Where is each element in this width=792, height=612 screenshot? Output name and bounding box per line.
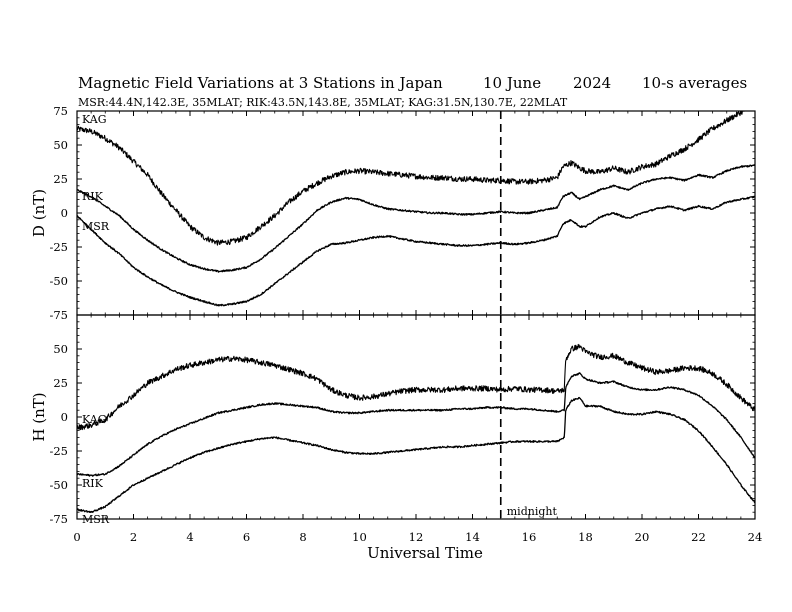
series-line-h-msr: [76, 396, 756, 513]
panels-layer: 75 50 25 0 -25 -50 -75 D (nT) KAG RIK MSR 50 25 0 -25 -…: [30, 104, 762, 544]
series-line-d-kag: [76, 110, 756, 246]
panel-frame-h: [76, 314, 756, 520]
y-tick-label-d: -50: [49, 274, 68, 288]
series-label-h-kag: KAG: [82, 413, 107, 426]
series-label-h-rik: RIK: [82, 477, 104, 490]
x-tick-label: 22: [691, 530, 706, 544]
y-tick-label-h: 25: [53, 376, 68, 390]
chart-averaging-note: 10-s averages: [642, 74, 747, 92]
series-line-d-rik: [76, 164, 756, 273]
x-tick-label: 8: [299, 530, 306, 544]
chart-year: 2024: [573, 74, 611, 92]
x-tick-label: 18: [578, 530, 593, 544]
series-label-d-kag: KAG: [82, 113, 107, 126]
x-tick-label: 20: [635, 530, 650, 544]
x-tick-label: 24: [748, 530, 763, 544]
y-tick-label-h: -75: [49, 512, 68, 526]
panel-d: 75 50 25 0 -25 -50 -75 D (nT) KAG RIK MSR: [30, 104, 756, 322]
series-line-h-kag: [76, 343, 756, 431]
x-axis-title: Universal Time: [367, 544, 483, 562]
x-tick-label: 12: [409, 530, 424, 544]
chart-title: Magnetic Field Variations at 3 Stations …: [78, 74, 443, 92]
y-tick-label-d: 0: [61, 206, 68, 220]
y-tick-label-d: -25: [49, 240, 68, 254]
y-tick-label-d: -75: [49, 308, 68, 322]
series-label-h-msr: MSR: [82, 513, 110, 526]
station-coordinates: MSR:44.4N,142.3E, 35MLAT; RIK:43.5N,143.…: [78, 96, 568, 109]
x-tick-label: 16: [522, 530, 537, 544]
y-tick-label-d: 75: [53, 104, 68, 118]
y-axis-title-d: D (nT): [30, 189, 48, 237]
x-tick-label: 10: [352, 530, 367, 544]
series-line-d-msr: [76, 195, 756, 307]
y-tick-label-d: 25: [53, 172, 68, 186]
y-tick-label-h: -50: [49, 478, 68, 492]
panel-h: 50 25 0 -25 -50 -75 H (nT) KAG RIK MSR: [30, 314, 756, 526]
series-label-d-rik: RIK: [82, 190, 104, 203]
series-line-h-rik: [76, 372, 756, 477]
series-label-d-msr: MSR: [82, 220, 110, 233]
y-tick-label-h: 50: [53, 342, 68, 356]
chart-date: 10 June: [483, 74, 541, 92]
y-tick-label-h: 0: [61, 410, 68, 424]
y-axis-title-h: H (nT): [30, 392, 48, 441]
y-tick-label-d: 50: [53, 138, 68, 152]
x-tick-label: 14: [465, 530, 480, 544]
x-tick-label: 4: [186, 530, 193, 544]
x-tick-label: 6: [243, 530, 250, 544]
x-tick-label: 2: [130, 530, 137, 544]
midnight-label: midnight: [507, 505, 558, 518]
y-tick-label-h: -25: [49, 444, 68, 458]
x-tick-label: 0: [73, 530, 80, 544]
